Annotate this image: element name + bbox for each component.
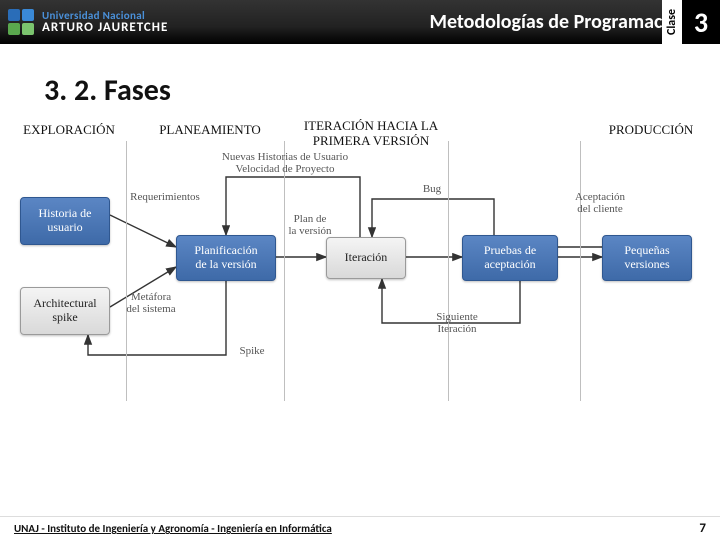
note-plan-version: Plan dela versión xyxy=(278,213,342,237)
page-number: 7 xyxy=(699,521,706,536)
university-logo: Universidad Nacional ARTURO JAURETCHE xyxy=(0,7,168,37)
note-sig-iter: SiguienteIteración xyxy=(422,311,492,335)
section-title: 3. 2. Fases xyxy=(0,44,720,119)
course-title: Metodologías de Programación II xyxy=(168,10,720,34)
node-planificacion: Planificaciónde la versión xyxy=(176,235,276,281)
clase-label-vertical: Clase xyxy=(662,0,682,44)
note-nuevas-hist: Nuevas Historias de UsuarioVelocidad de … xyxy=(200,151,370,175)
ph-planeamiento: PLANEAMIENTO xyxy=(150,123,270,138)
edge-bug-loop xyxy=(372,199,494,237)
slide-footer: UNAJ - Instituto de Ingeniería y Agronom… xyxy=(0,516,720,540)
node-pruebas-aceptacion: Pruebas deaceptación xyxy=(462,235,558,281)
ph-iteracion: ITERACIÓN HACIA LAPRIMERA VERSIÓN xyxy=(296,119,446,149)
note-spike: Spike xyxy=(232,345,272,357)
footer-text: UNAJ - Instituto de Ingeniería y Agronom… xyxy=(14,522,332,535)
node-iteracion: Iteración xyxy=(326,237,406,279)
note-acept-cliente: Aceptacióndel cliente xyxy=(560,191,640,215)
column-separator xyxy=(448,141,449,401)
node-pequenas-versiones: Pequeñasversiones xyxy=(602,235,692,281)
note-requerimientos: Requerimientos xyxy=(120,191,210,203)
note-metafora: Metáforadel sistema xyxy=(118,291,184,315)
column-separator xyxy=(580,141,581,401)
node-historia-usuario: Historia deusuario xyxy=(20,197,110,245)
ph-produccion: PRODUCCIÓN xyxy=(596,123,706,138)
edge-historia-usuario-to-planificacion xyxy=(110,215,176,247)
column-separator xyxy=(126,141,127,401)
logo-icon xyxy=(6,7,36,37)
slide-header: Universidad Nacional ARTURO JAURETCHE Me… xyxy=(0,0,720,44)
node-architectural-spike: Architecturalspike xyxy=(20,287,110,335)
column-separator xyxy=(284,141,285,401)
logo-line2: ARTURO JAURETCHE xyxy=(42,21,168,34)
note-bug: Bug xyxy=(412,183,452,195)
ph-exploracion: EXPLORACIÓN xyxy=(14,123,124,138)
clase-number: 3 xyxy=(682,0,720,44)
phases-flowchart: EXPLORACIÓN PLANEAMIENTO ITERACIÓN HACIA L… xyxy=(0,119,720,459)
